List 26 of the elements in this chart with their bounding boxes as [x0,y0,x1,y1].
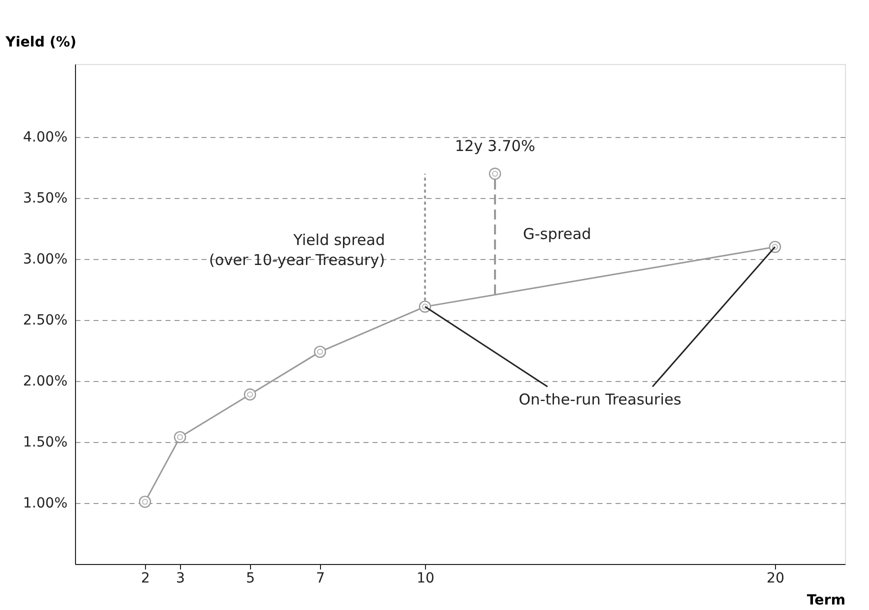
point [314,346,326,358]
annotation: 12y 3.70% [454,136,536,155]
annotation: On-the-run Treasuries [518,390,682,409]
point [418,300,432,313]
point [488,168,502,180]
y-tick-label: 3.00% [23,252,68,268]
x-tick-label: 3 [176,570,185,586]
annotation: Yield spread (over 10-year Treasury) [209,231,385,270]
y-tick-label: 2.50% [23,312,68,329]
y-tick-label: 1.50% [23,434,68,451]
y-tick-label: 2.00% [23,374,68,390]
point [244,388,256,401]
point [768,240,782,253]
y-tick-label: 1.00% [23,496,68,512]
x-tick-label: 5 [246,570,255,586]
y-axis-title: Yield (%) [4,34,76,50]
x-tick-label: 10 [416,570,434,586]
y-tick-label: 3.50% [23,190,68,207]
y-tick-label: 4.00% [23,130,68,146]
point [138,496,152,508]
x-tick-label: 2 [141,570,150,586]
x-axis-title: Term [806,592,846,608]
x-tick-label: 20 [766,570,784,586]
x-tick-label: 7 [316,570,325,586]
annotation: G-spread [523,225,592,244]
point [174,431,186,444]
